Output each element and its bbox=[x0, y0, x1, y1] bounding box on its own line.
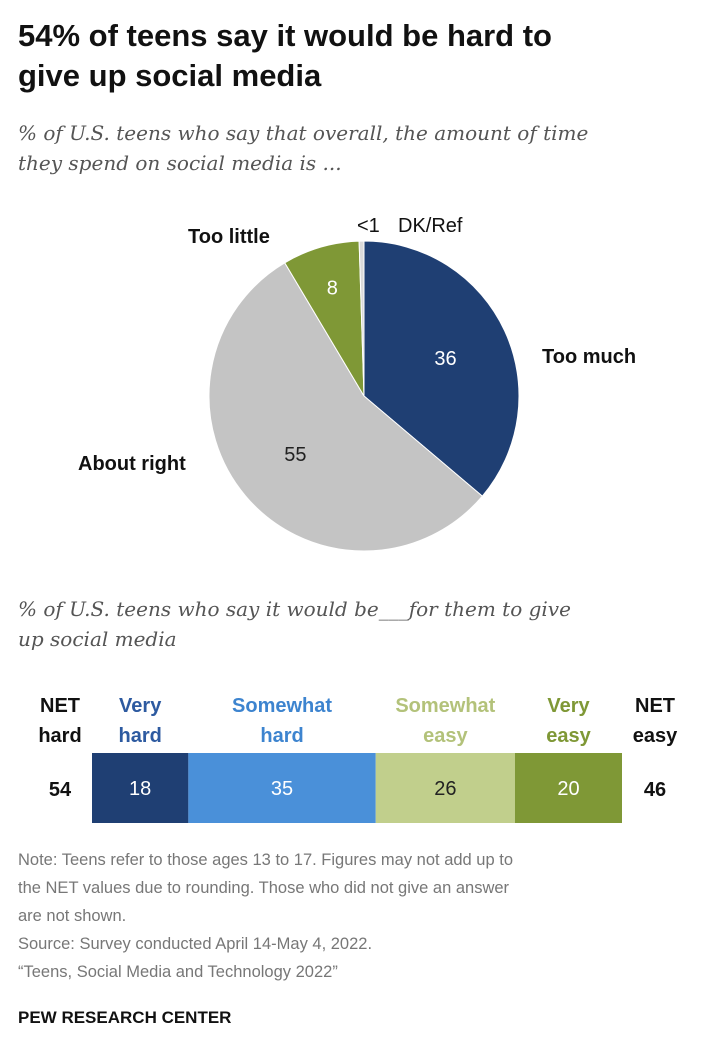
bar-header-somewhat-hard-line-1: Somewhat bbox=[232, 695, 332, 717]
stacked-bar-chart: Very hard Somewhat hard Somewhat easy Very easy… bbox=[38, 695, 678, 823]
pie-slice-about-right bbox=[208, 262, 484, 552]
report-title: “Teens, Social Media and Technology 2022… bbox=[18, 963, 338, 981]
bar-segment-very-hard bbox=[92, 753, 189, 823]
bar-header-very-easy-line-2: easy bbox=[546, 725, 591, 747]
bar-subtitle: % of U.S. teens who say it would be___fo… bbox=[18, 594, 708, 654]
source-line: Source: Survey conducted April 14-May 4,… bbox=[18, 935, 373, 953]
pie-chart: 36 55 8 Too much About right Too little <1… bbox=[78, 215, 636, 552]
net-hard-label-line-2: hard bbox=[38, 725, 81, 747]
net-easy-label-line-1: NET bbox=[635, 695, 675, 717]
note-line-2: the NET values due to rounding. Those wh… bbox=[18, 879, 510, 897]
slice-label-too-little: Too little bbox=[188, 226, 270, 248]
title-line-1: 54% of teens say it would be hard to bbox=[18, 18, 552, 53]
pie-slice-dk-ref bbox=[358, 240, 365, 397]
bar-subtitle-line-1: % of U.S. teens who say it would be___fo… bbox=[18, 597, 571, 621]
bar-header-very-hard-line-2: hard bbox=[119, 725, 162, 747]
slice-label-dk-ref: DK/Ref bbox=[398, 215, 463, 237]
bar-header-somewhat-easy-line-1: Somewhat bbox=[395, 695, 495, 717]
title-line-2: give up social media bbox=[18, 58, 322, 93]
note-line-3: are not shown. bbox=[18, 907, 127, 925]
pie-value-too-little: 8 bbox=[327, 277, 338, 299]
bar-header-very-easy-line-1: Very bbox=[547, 695, 590, 717]
bar-value-somewhat-easy: 26 bbox=[434, 778, 456, 800]
bar-segment-very-easy bbox=[514, 753, 622, 823]
pie-value-about-right: 55 bbox=[284, 444, 306, 466]
bar-value-very-hard: 18 bbox=[129, 778, 151, 800]
bar-header-somewhat-hard-line-2: hard bbox=[260, 725, 303, 747]
pie-slice-too-much bbox=[363, 240, 520, 497]
bar-header-very-hard-line-1: Very bbox=[119, 695, 162, 717]
pie-subtitle-line-1: % of U.S. teens who say that overall, th… bbox=[18, 121, 589, 145]
note-line-1: Note: Teens refer to those ages 13 to 17… bbox=[18, 851, 513, 869]
net-easy-value: 46 bbox=[644, 779, 666, 801]
chart-title: 54% of teens say it would be hard to giv… bbox=[18, 16, 698, 96]
bar-header-somewhat-easy-line-2: easy bbox=[423, 725, 468, 747]
slice-label-about-right: About right bbox=[78, 453, 186, 475]
bar-segment-somewhat-easy bbox=[375, 753, 515, 823]
net-easy-label-line-2: easy bbox=[633, 725, 678, 747]
net-hard-value: 54 bbox=[49, 779, 72, 801]
bar-subtitle-line-2: up social media bbox=[18, 627, 177, 651]
bar-value-somewhat-hard: 35 bbox=[271, 778, 293, 800]
footnote: Note: Teens refer to those ages 13 to 17… bbox=[18, 846, 708, 986]
bar-value-very-easy: 20 bbox=[557, 778, 579, 800]
pie-subtitle-line-2: they spend on social media is ... bbox=[18, 151, 342, 175]
net-hard-label-line-1: NET bbox=[40, 695, 80, 717]
pie-value-too-much: 36 bbox=[434, 348, 456, 370]
slice-label-too-much: Too much bbox=[542, 346, 636, 368]
pie-subtitle: % of U.S. teens who say that overall, th… bbox=[18, 118, 708, 178]
bar-segment-somewhat-hard bbox=[188, 753, 376, 823]
brand-logo-text: PEW RESEARCH CENTER bbox=[18, 1008, 232, 1027]
slice-value-dk-ref: <1 bbox=[357, 215, 380, 237]
